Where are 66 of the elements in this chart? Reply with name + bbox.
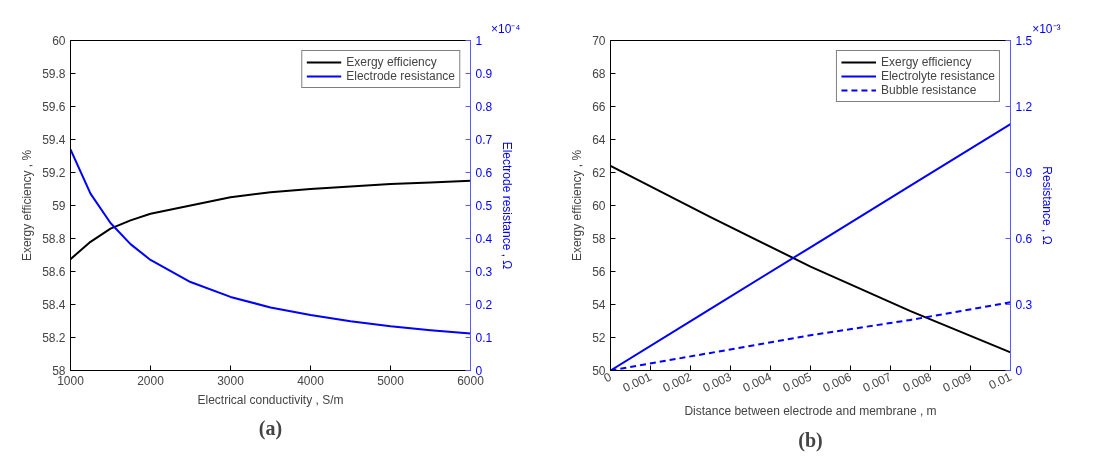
y2-tick-label: 0.9 (1015, 166, 1033, 180)
y-tick-label: 58.8 (42, 232, 66, 246)
y-tick-label: 59 (52, 199, 66, 213)
y-tick-label: 70 (592, 34, 606, 48)
y2-tick-label: 0.9 (475, 67, 493, 81)
x-tick-label: 0.008 (900, 369, 934, 395)
text: ×10⁻³ (1032, 21, 1061, 36)
y-tick-label: 60 (592, 199, 606, 213)
y2-tick-label: 0.5 (475, 199, 493, 213)
text: (a) (258, 416, 283, 440)
y-tick-label: 58.2 (42, 331, 66, 345)
y2-tick-label: 0.4 (475, 232, 493, 246)
y-tick-label: 59.4 (42, 133, 66, 147)
y-tick-label: 52 (592, 331, 606, 345)
text: ×10⁻⁴ (490, 21, 521, 36)
x-tick-label: 0.002 (660, 369, 694, 395)
y-tick-label: 58 (52, 364, 66, 378)
x-tick-label: 0.006 (820, 369, 854, 395)
y-tick-label: 68 (592, 67, 606, 81)
y-tick-label: 59.2 (42, 166, 66, 180)
y-tick-label: 56 (592, 265, 606, 279)
y-tick-label: 59.8 (42, 67, 66, 81)
y-tick-label: 62 (592, 166, 606, 180)
y2-tick-label: 0.3 (1015, 298, 1033, 312)
y2-tick-label: 1.2 (1015, 100, 1033, 114)
y2-tick-label: 0.3 (475, 265, 493, 279)
y2-tick-label: 0.8 (475, 100, 493, 114)
y2-axis-title: Resistance , Ω (1040, 166, 1055, 245)
text: (b) (798, 428, 823, 452)
x-tick-label: 4000 (297, 373, 325, 388)
x-tick-label: 2000 (137, 373, 165, 388)
y2-tick-label: 0.7 (475, 133, 493, 147)
x-tick-label: 0.01 (986, 369, 1014, 393)
x-tick-label: 0.007 (860, 369, 894, 395)
x-tick-label: 5000 (377, 373, 405, 388)
y-axis-title: Exergy efficiency , % (20, 149, 35, 262)
y-tick-label: 60 (52, 34, 66, 48)
y-tick-label: 59.6 (42, 100, 66, 114)
legend-label: Exergy efficiency (346, 55, 437, 69)
y-tick-label: 66 (592, 100, 606, 114)
x-tick-label: 0.009 (940, 369, 974, 395)
legend-label: Bubble resistance (880, 83, 977, 97)
legend-label: Electrode resistance (346, 69, 455, 83)
y2-tick-label: 0.6 (475, 166, 493, 180)
x-tick-label: 0.003 (700, 369, 734, 395)
x-tick-label: 3000 (217, 373, 245, 388)
y2-tick-label: 0.1 (475, 331, 493, 345)
line-series (70, 148, 471, 335)
y2-tick-label: 1 (475, 34, 483, 48)
x-tick-label: 0.001 (620, 369, 654, 395)
y-tick-label: 64 (592, 133, 606, 147)
x-axis-title: Distance between electrode and membrane , m (684, 404, 937, 419)
y-axis-title: Exergy efficiency , % (570, 149, 585, 262)
x-tick-label: 0.004 (740, 369, 774, 395)
y2-axis-title: Electrode resistance , Ω (500, 141, 515, 270)
y2-tick-label: 0.6 (1015, 232, 1033, 246)
legend-label: Exergy efficiency (880, 55, 972, 69)
y-tick-label: 54 (592, 298, 606, 312)
y-tick-label: 58 (592, 232, 606, 246)
x-axis-title: Electrical conductivity , S/m (197, 392, 344, 407)
y-tick-label: 58.6 (42, 265, 66, 279)
legend-label: Electrolyte resistance (880, 69, 995, 83)
y2-tick-label: 1.5 (1015, 34, 1033, 48)
y2-tick-label: 0.2 (475, 298, 493, 312)
x-tick-label: 0.005 (780, 369, 814, 395)
y-tick-label: 58.4 (42, 298, 66, 312)
